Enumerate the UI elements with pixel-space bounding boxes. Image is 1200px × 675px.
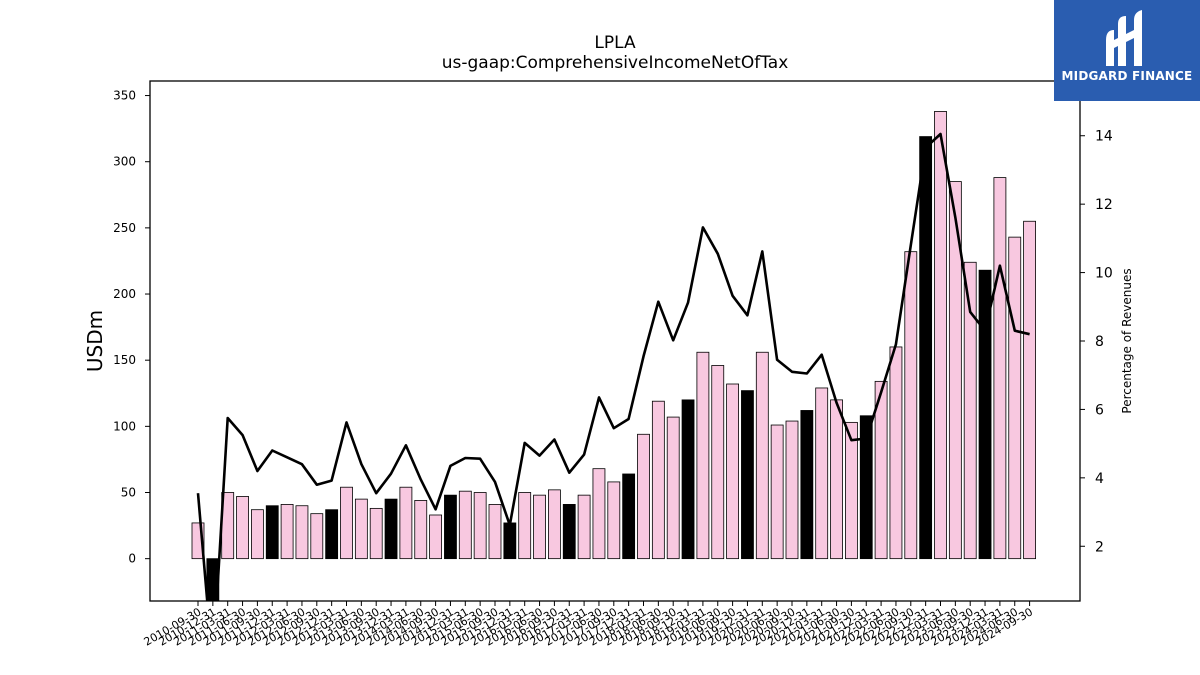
- y-tick-label: 350: [113, 89, 136, 103]
- bar: [354, 498, 368, 560]
- bar: [696, 351, 710, 560]
- bar: [369, 507, 383, 560]
- bar: [265, 505, 279, 560]
- bar: [340, 486, 353, 560]
- bar: [503, 522, 517, 560]
- bar: [637, 433, 650, 560]
- y2-axis-label: Percentage of Revenues: [1120, 268, 1134, 413]
- chart-title: LPLA: [594, 33, 636, 53]
- bar: [295, 505, 309, 560]
- chart-subtitle: us-gaap:ComprehensiveIncomeNetOfTax: [442, 53, 789, 73]
- bar: [384, 498, 398, 560]
- y-tick-label: 0: [128, 552, 136, 566]
- bar: [874, 380, 888, 560]
- bar: [770, 424, 784, 560]
- axes: 05010015020025030035024681012142010-09-3…: [113, 89, 1113, 649]
- y2-tick-label: 14: [1095, 129, 1113, 145]
- percentage-line: [196, 132, 1030, 601]
- bar: [607, 481, 621, 560]
- bar: [592, 468, 606, 560]
- y2-tick-label: 10: [1095, 266, 1113, 282]
- bar: [919, 136, 933, 560]
- bar: [993, 177, 1007, 560]
- y-tick-label: 50: [121, 486, 136, 500]
- y2-tick-label: 2: [1095, 539, 1104, 555]
- bar: [785, 420, 799, 560]
- bar: [1023, 220, 1036, 560]
- midgard-logo-icon: [1106, 10, 1142, 66]
- bar: [310, 513, 324, 560]
- bar: [681, 399, 695, 560]
- y-tick-label: 250: [113, 221, 136, 235]
- bar: [755, 351, 769, 560]
- bar: [325, 509, 339, 560]
- bar: [562, 504, 576, 560]
- bar: [473, 492, 487, 560]
- bar: [904, 251, 918, 560]
- bar: [533, 494, 546, 560]
- y-tick-label: 150: [113, 353, 136, 367]
- bar: [978, 269, 992, 560]
- bar: [800, 410, 814, 560]
- bar: [548, 489, 561, 560]
- brand-logo: MIDGARD FINANCE: [1054, 0, 1200, 101]
- bar: [250, 509, 264, 560]
- bar: [948, 181, 962, 560]
- bar: [399, 486, 413, 560]
- bar: [1008, 236, 1022, 560]
- bar: [444, 494, 457, 560]
- plot-area: [191, 111, 1036, 601]
- y2-tick-label: 8: [1095, 334, 1104, 350]
- bar: [280, 504, 294, 560]
- bar: [889, 346, 903, 560]
- y-tick-label: 300: [113, 155, 136, 169]
- bar: [726, 383, 739, 560]
- bar: [622, 473, 636, 560]
- y-tick-label: 200: [113, 287, 136, 301]
- bar: [577, 494, 591, 560]
- bar: [963, 261, 977, 560]
- bar: [488, 504, 502, 560]
- bar: [845, 421, 858, 560]
- bar: [830, 399, 843, 560]
- bar: [236, 496, 249, 560]
- y-axis-label: USDm: [83, 310, 107, 372]
- bar: [711, 365, 725, 560]
- y2-tick-label: 12: [1095, 197, 1113, 213]
- bar: [518, 492, 532, 560]
- brand-name: MIDGARD FINANCE: [1061, 69, 1193, 83]
- bar: [815, 387, 829, 560]
- bar: [414, 500, 428, 560]
- y2-tick-label: 4: [1095, 471, 1104, 487]
- bar: [741, 390, 754, 560]
- y2-tick-label: 6: [1095, 402, 1104, 418]
- y-tick-label: 100: [113, 419, 136, 433]
- bar: [429, 514, 443, 560]
- bar: [651, 400, 665, 560]
- bar: [859, 415, 873, 560]
- bar: [666, 416, 680, 560]
- bar: [934, 111, 947, 560]
- bar: [458, 490, 472, 560]
